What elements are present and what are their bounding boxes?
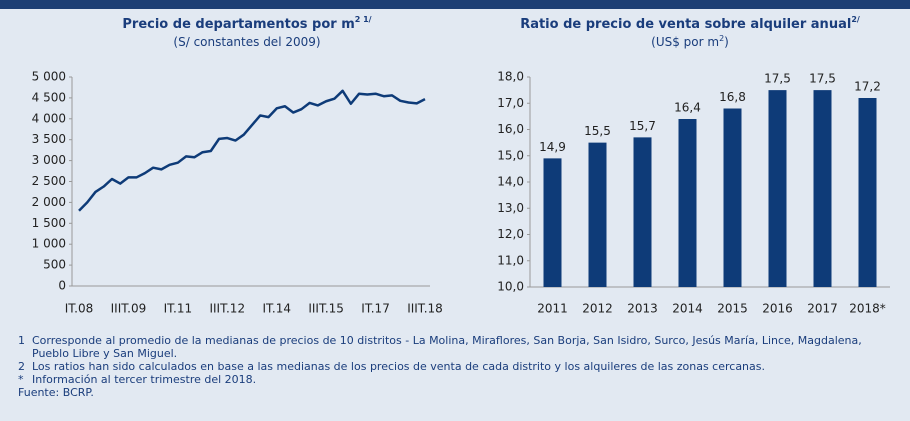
value-label: 17,5 — [809, 72, 836, 86]
footnote: 2 Los ratios han sido calculados en base … — [18, 360, 898, 373]
y-tick-label: 500 — [43, 258, 66, 272]
y-tick-label: 15,0 — [497, 148, 524, 162]
y-tick-label: 3 500 — [32, 132, 66, 146]
bar — [813, 90, 832, 287]
y-tick-label: 3 000 — [32, 153, 66, 167]
footnote-mark: 2 — [18, 360, 25, 373]
y-tick-label: 16,0 — [497, 122, 524, 136]
x-tick-label: IT.08 — [65, 302, 94, 316]
value-label: 17,5 — [764, 72, 791, 86]
x-tick-label: 2016 — [762, 302, 793, 316]
x-tick-label: 2014 — [672, 302, 703, 316]
footnote: 1 Corresponde al promedio de la medianas … — [18, 334, 898, 360]
title-sup: 2 1/ — [355, 15, 372, 24]
bar — [723, 108, 742, 287]
y-tick-label: 10,0 — [497, 280, 524, 294]
y-tick-label: 12,0 — [497, 227, 524, 241]
y-tick-label: 11,0 — [497, 253, 524, 267]
x-tick-label: 2011 — [537, 302, 568, 316]
charts: Precio de departamentos por m2 1/ (S/ con… — [32, 15, 890, 316]
subtitle-end: ) — [724, 35, 729, 49]
x-tick-label: IIIT.18 — [407, 302, 443, 316]
subtitle-text: (US$ por m — [651, 35, 719, 49]
bar — [678, 119, 697, 287]
footnote-text: Corresponde al promedio de la medianas d… — [32, 334, 862, 360]
x-tick-label: IT.11 — [164, 302, 193, 316]
y-tick-label: 4 500 — [32, 90, 66, 104]
value-label: 16,4 — [674, 101, 701, 115]
x-tick-label: 2015 — [717, 302, 748, 316]
y-tick-label: 1 500 — [32, 216, 66, 230]
value-label: 14,9 — [539, 140, 566, 154]
bar — [768, 90, 787, 287]
x-tick-label: 2018* — [849, 302, 886, 316]
chart-title: Ratio de precio de venta sobre alquiler … — [520, 15, 860, 32]
footnote-text: Información al tercer trimestre del 2018… — [32, 373, 257, 386]
value-label: 16,8 — [719, 90, 746, 104]
value-label: 17,2 — [854, 80, 881, 94]
y-tick-label: 17,0 — [497, 96, 524, 110]
header-bar — [0, 0, 910, 9]
x-tick-label: IT.17 — [361, 302, 390, 316]
y-tick-label: 2 000 — [32, 195, 66, 209]
x-tick-label: IT.14 — [262, 302, 291, 316]
y-tick-label: 13,0 — [497, 201, 524, 215]
footnote-mark: 1 — [18, 334, 25, 347]
y-tick-label: 2 500 — [32, 174, 66, 188]
y-tick-label: 4 000 — [32, 111, 66, 125]
bar — [543, 158, 562, 287]
x-tick-label: IIIT.09 — [111, 302, 147, 316]
title-text: Precio de departamentos por m — [122, 17, 354, 32]
source: Fuente: BCRP. — [18, 386, 94, 399]
value-label: 15,5 — [584, 124, 611, 138]
y-tick-label: 18,0 — [497, 70, 524, 84]
y-tick-label: 5 000 — [32, 70, 66, 84]
footnote-text: Los ratios han sido calculados en base a… — [32, 360, 765, 373]
line — [78, 89, 426, 212]
title-text: Ratio de precio de venta sobre alquiler … — [520, 17, 851, 32]
chart-title: Precio de departamentos por m2 1/ — [122, 15, 371, 32]
title-sup: 2/ — [851, 15, 860, 24]
x-tick-label: 2017 — [807, 302, 838, 316]
subtitle-text: (S/ constantes del 2009) — [173, 35, 320, 49]
y-tick-label: 14,0 — [497, 175, 524, 189]
bar — [588, 142, 607, 287]
x-tick-label: 2012 — [582, 302, 613, 316]
footnote-mark: * — [18, 373, 24, 386]
chart-subtitle: (S/ constantes del 2009) — [173, 35, 320, 49]
subtitle-sup: 2 — [719, 34, 724, 43]
bar — [858, 98, 877, 287]
y-tick-label: 0 — [58, 279, 66, 293]
x-tick-label: 2013 — [627, 302, 658, 316]
footnotes: 1 Corresponde al promedio de la medianas … — [18, 334, 898, 399]
footnote: * Información al tercer trimestre del 201… — [18, 373, 898, 386]
value-label: 15,7 — [629, 119, 656, 133]
y-tick-label: 1 000 — [32, 237, 66, 251]
x-tick-label: IIIT.12 — [209, 302, 245, 316]
chart-subtitle: (US$ por m2) — [651, 34, 729, 49]
bar — [633, 137, 652, 287]
x-tick-label: IIIT.15 — [308, 302, 344, 316]
